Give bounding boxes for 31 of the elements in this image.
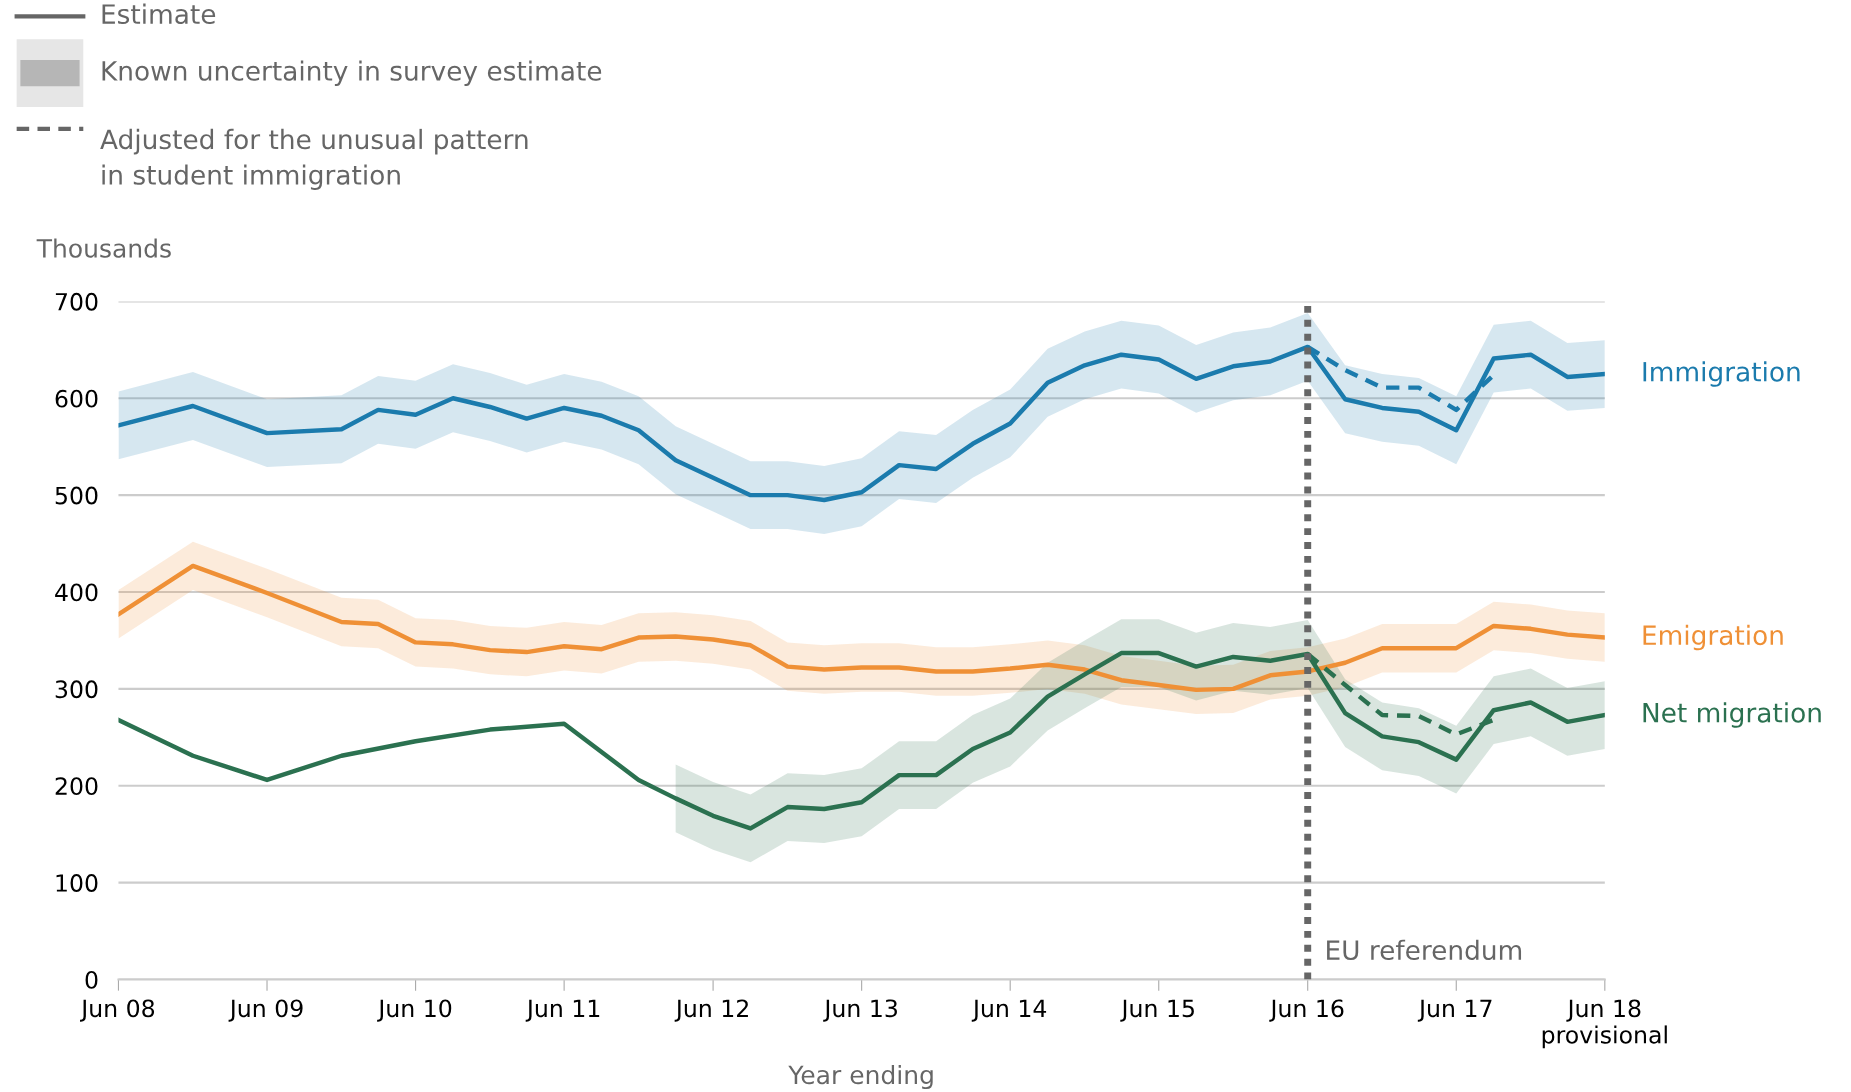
y-tick-label: 300 xyxy=(55,680,98,699)
y-axis-title: Thousands xyxy=(36,238,171,258)
x-tick-label: Jun 17 xyxy=(1417,999,1492,1022)
y-tick-label: 400 xyxy=(55,583,98,602)
x-axis-title: Year ending xyxy=(788,1064,933,1090)
x-tick-label: Jun 10 xyxy=(377,999,452,1022)
series-label: Immigration xyxy=(1643,361,1800,387)
x-tick-label: Jun 16 xyxy=(1269,999,1344,1022)
series-label: Net migration xyxy=(1643,702,1821,728)
x-tick-label: Jun 14 xyxy=(971,999,1047,1022)
line-series xyxy=(118,563,1605,693)
x-tick-label: Jun 11 xyxy=(525,999,600,1022)
y-tick-label: 200 xyxy=(55,777,98,796)
text: Known uncertainty in survey estimate xyxy=(102,60,602,86)
y-tick-label: 100 xyxy=(56,874,98,892)
x-tick-label: Jun 18 provisional xyxy=(1542,999,1667,1049)
line-series xyxy=(118,650,1605,831)
series-label: Emigration xyxy=(1643,624,1783,651)
text: Adjusted for the unusual pattern in student immigration xyxy=(100,128,528,190)
x-tick-label: Jun 13 xyxy=(823,999,897,1022)
y-tick-label: 600 xyxy=(55,389,98,408)
y-tick-label: 500 xyxy=(55,486,98,505)
x-tick-label: Jun 09 xyxy=(228,999,303,1022)
x-tick-label: Jun 12 xyxy=(674,999,748,1022)
text: Estimate xyxy=(102,3,216,25)
x-tick-label: Jun 15 xyxy=(1120,999,1194,1022)
x-tick-label: Jun 08 xyxy=(80,999,155,1022)
line-series xyxy=(118,344,1605,503)
y-tick-label: 700 xyxy=(55,292,98,311)
y-tick-label: 0 xyxy=(85,970,98,989)
ref-line-label: EU referendum xyxy=(1327,939,1522,961)
